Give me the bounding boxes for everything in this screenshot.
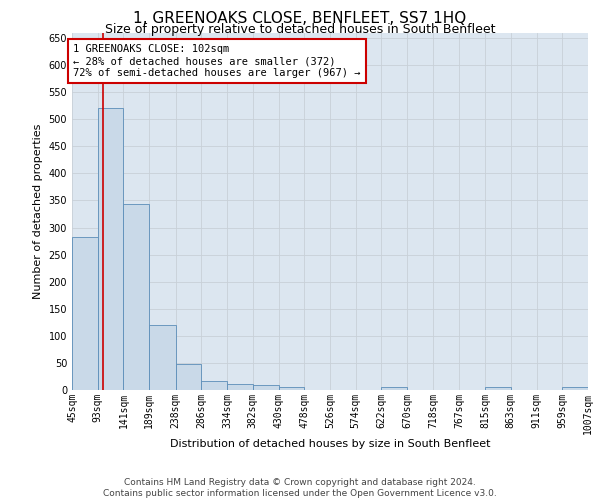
Y-axis label: Number of detached properties: Number of detached properties: [33, 124, 43, 299]
Bar: [176, 364, 201, 390]
Text: 1, GREENOAKS CLOSE, BENFLEET, SS7 1HQ: 1, GREENOAKS CLOSE, BENFLEET, SS7 1HQ: [133, 11, 467, 26]
Bar: [201, 381, 227, 390]
Bar: [98, 108, 124, 390]
Bar: [149, 325, 176, 390]
Text: 1 GREENOAKS CLOSE: 102sqm
← 28% of detached houses are smaller (372)
72% of semi: 1 GREENOAKS CLOSE: 102sqm ← 28% of detac…: [73, 44, 361, 78]
Bar: [253, 385, 278, 390]
Bar: [124, 204, 149, 390]
Bar: [278, 387, 304, 390]
Bar: [485, 388, 511, 390]
Bar: [562, 388, 588, 390]
X-axis label: Distribution of detached houses by size in South Benfleet: Distribution of detached houses by size …: [170, 440, 490, 450]
Bar: [72, 236, 98, 390]
Text: Size of property relative to detached houses in South Benfleet: Size of property relative to detached ho…: [105, 22, 495, 36]
Text: Contains HM Land Registry data © Crown copyright and database right 2024.
Contai: Contains HM Land Registry data © Crown c…: [103, 478, 497, 498]
Bar: [382, 388, 407, 390]
Bar: [227, 384, 253, 390]
